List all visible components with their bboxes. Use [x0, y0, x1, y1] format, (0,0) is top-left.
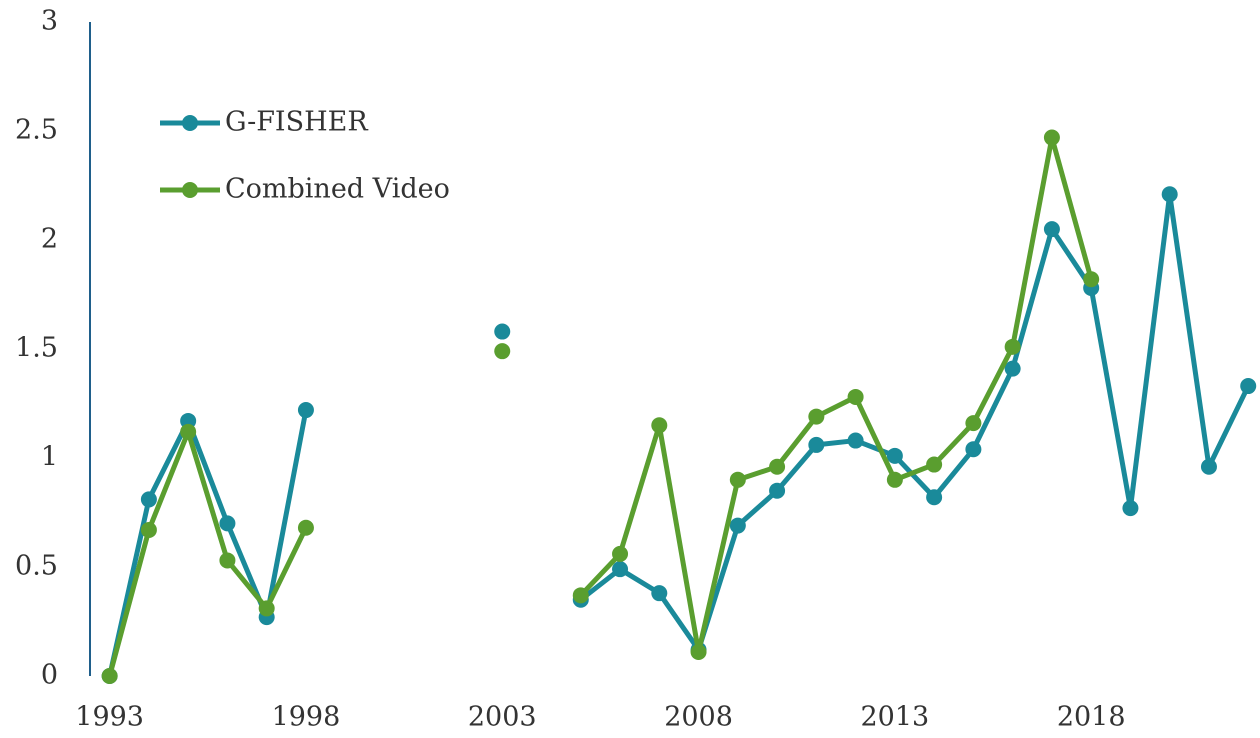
point — [494, 343, 511, 360]
legend-label: Combined Video — [225, 174, 450, 205]
point — [1083, 271, 1100, 288]
point — [729, 471, 746, 488]
point — [297, 519, 314, 536]
y-tick-label: 2 — [41, 224, 58, 255]
point — [1043, 129, 1060, 146]
x-tick-label: 1998 — [272, 702, 341, 733]
point — [1161, 186, 1178, 203]
y-tick-label: 2.5 — [15, 115, 58, 146]
point — [651, 417, 668, 434]
point — [612, 545, 629, 562]
x-tick-label: 2003 — [468, 702, 537, 733]
y-tick-label: 1 — [41, 442, 58, 473]
point — [494, 323, 511, 340]
point — [140, 521, 157, 538]
point — [219, 552, 236, 569]
point — [180, 423, 197, 440]
point — [258, 600, 275, 617]
point — [1240, 378, 1257, 395]
point — [729, 517, 746, 534]
point — [1004, 360, 1021, 377]
y-tick-label: 0.5 — [15, 551, 58, 582]
point — [1200, 458, 1217, 475]
point — [219, 515, 236, 532]
point — [297, 402, 314, 419]
point — [690, 644, 707, 661]
point — [926, 456, 943, 473]
series-line — [107, 191, 1251, 677]
x-tick-label: 1993 — [75, 702, 144, 733]
point — [612, 561, 629, 578]
point — [808, 408, 825, 425]
point — [1004, 338, 1021, 355]
y-tick-label: 0 — [41, 660, 58, 691]
point — [101, 668, 118, 684]
point — [140, 491, 157, 508]
legend-label: G-FISHER — [225, 107, 368, 138]
x-tick-label: 2018 — [1057, 702, 1126, 733]
legend-marker — [182, 115, 198, 131]
point — [965, 415, 982, 432]
point — [651, 585, 668, 602]
point — [847, 388, 864, 405]
x-tick-label: 2013 — [861, 702, 930, 733]
point — [1043, 221, 1060, 238]
x-tick-label: 2008 — [664, 702, 733, 733]
series-line — [107, 135, 1094, 677]
point — [808, 436, 825, 453]
point — [926, 489, 943, 506]
point — [1122, 500, 1139, 517]
point — [886, 471, 903, 488]
y-tick-label: 3 — [41, 6, 58, 37]
point — [572, 587, 589, 604]
point — [847, 432, 864, 449]
point — [886, 447, 903, 464]
point — [965, 441, 982, 458]
point — [769, 482, 786, 499]
point — [769, 458, 786, 475]
legend-marker — [182, 182, 198, 198]
y-tick-label: 1.5 — [15, 333, 58, 364]
